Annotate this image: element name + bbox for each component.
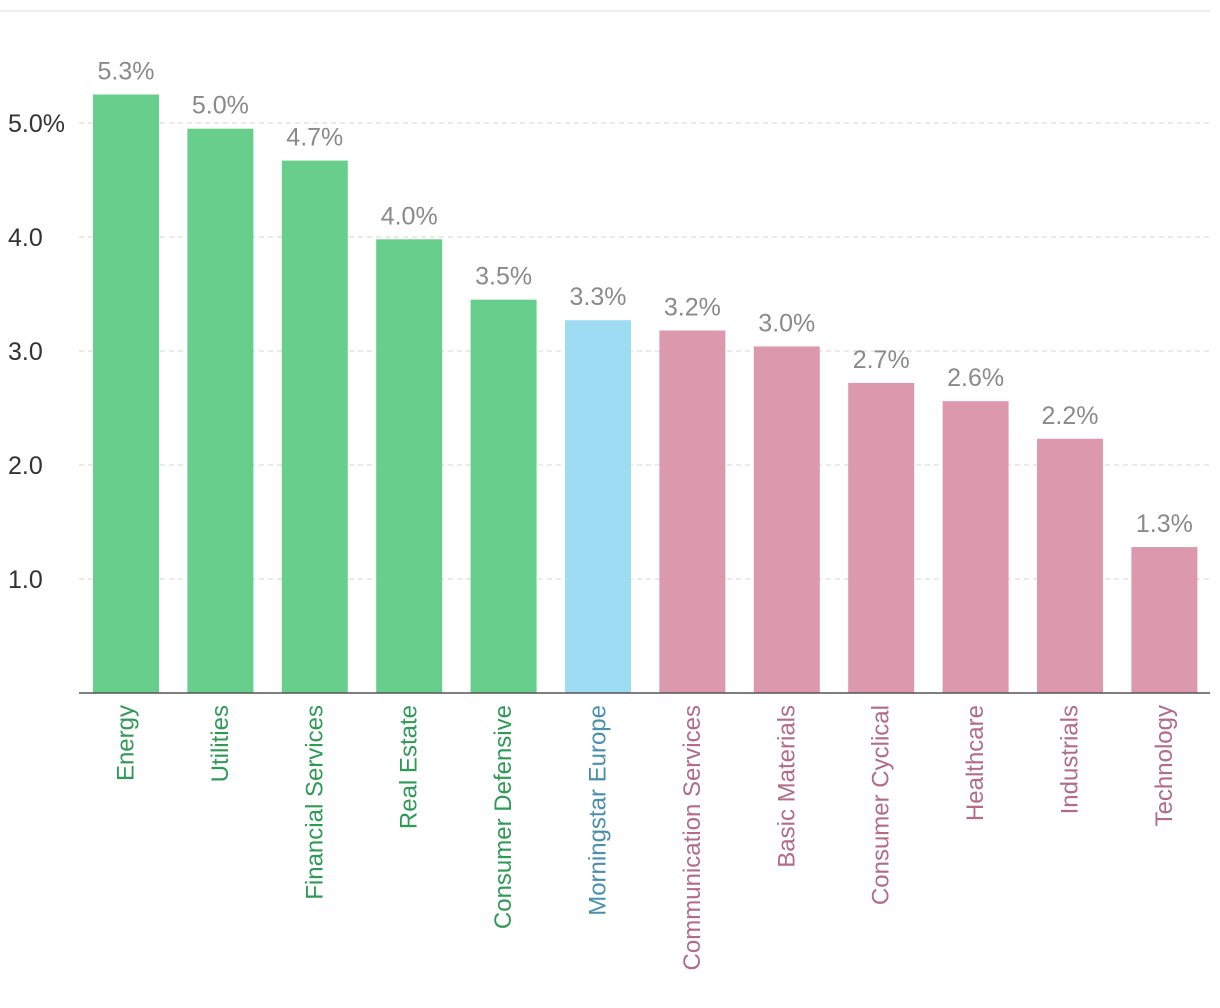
category-label: Healthcare <box>962 705 989 821</box>
category-label: Communication Services <box>679 705 706 970</box>
data-label: 2.6% <box>947 364 1004 392</box>
category-label: Energy <box>113 705 140 781</box>
bar <box>659 330 726 693</box>
data-label: 3.2% <box>664 293 721 321</box>
y-axis-ticks: 1.0 2.0 3.0 4.0 5.0% <box>8 110 65 594</box>
bar <box>93 94 159 693</box>
category-label: Real Estate <box>396 705 423 829</box>
bar <box>1131 547 1198 693</box>
bar <box>187 128 254 693</box>
bar <box>281 160 348 693</box>
data-label: 4.0% <box>381 202 438 230</box>
y-tick-label: 1.0 <box>8 566 43 594</box>
data-label: 3.3% <box>570 283 627 311</box>
value-labels: 5.3% 5.0% 4.7% 4.0% 3.5% 3.3% 3.2% 3.0% 2.7% 2.6%… <box>98 58 1193 539</box>
y-tick-label: 3.0 <box>8 338 43 366</box>
bars <box>93 94 1198 693</box>
category-label: Morningstar Europe <box>585 705 612 916</box>
category-label: Basic Materials <box>773 705 800 868</box>
category-label: Consumer Defensive <box>490 705 517 929</box>
bar <box>565 320 631 693</box>
data-label: 5.3% <box>98 58 155 86</box>
y-tick-label: 4.0 <box>8 224 43 252</box>
data-label: 3.0% <box>758 309 815 337</box>
category-label: Industrials <box>1057 705 1084 814</box>
bar <box>848 382 915 693</box>
category-labels: Energy Utilities Financial Services Real Es… <box>113 705 1178 970</box>
bar <box>753 346 820 693</box>
category-label: Technology <box>1151 705 1178 826</box>
category-label: Consumer Cyclical <box>868 705 895 905</box>
bar <box>376 239 443 693</box>
bar <box>1037 438 1103 693</box>
data-label: 4.7% <box>286 124 343 152</box>
y-tick-label: 5.0% <box>8 110 65 138</box>
data-label: 3.5% <box>475 263 532 291</box>
bar <box>942 401 1009 693</box>
category-label: Financial Services <box>301 705 328 900</box>
data-label: 5.0% <box>192 92 249 120</box>
y-tick-label: 2.0 <box>8 452 43 480</box>
data-label: 1.3% <box>1136 510 1193 538</box>
data-label: 2.2% <box>1042 402 1099 430</box>
data-label: 2.7% <box>853 346 910 374</box>
bar <box>470 299 537 693</box>
category-label: Utilities <box>207 705 234 782</box>
